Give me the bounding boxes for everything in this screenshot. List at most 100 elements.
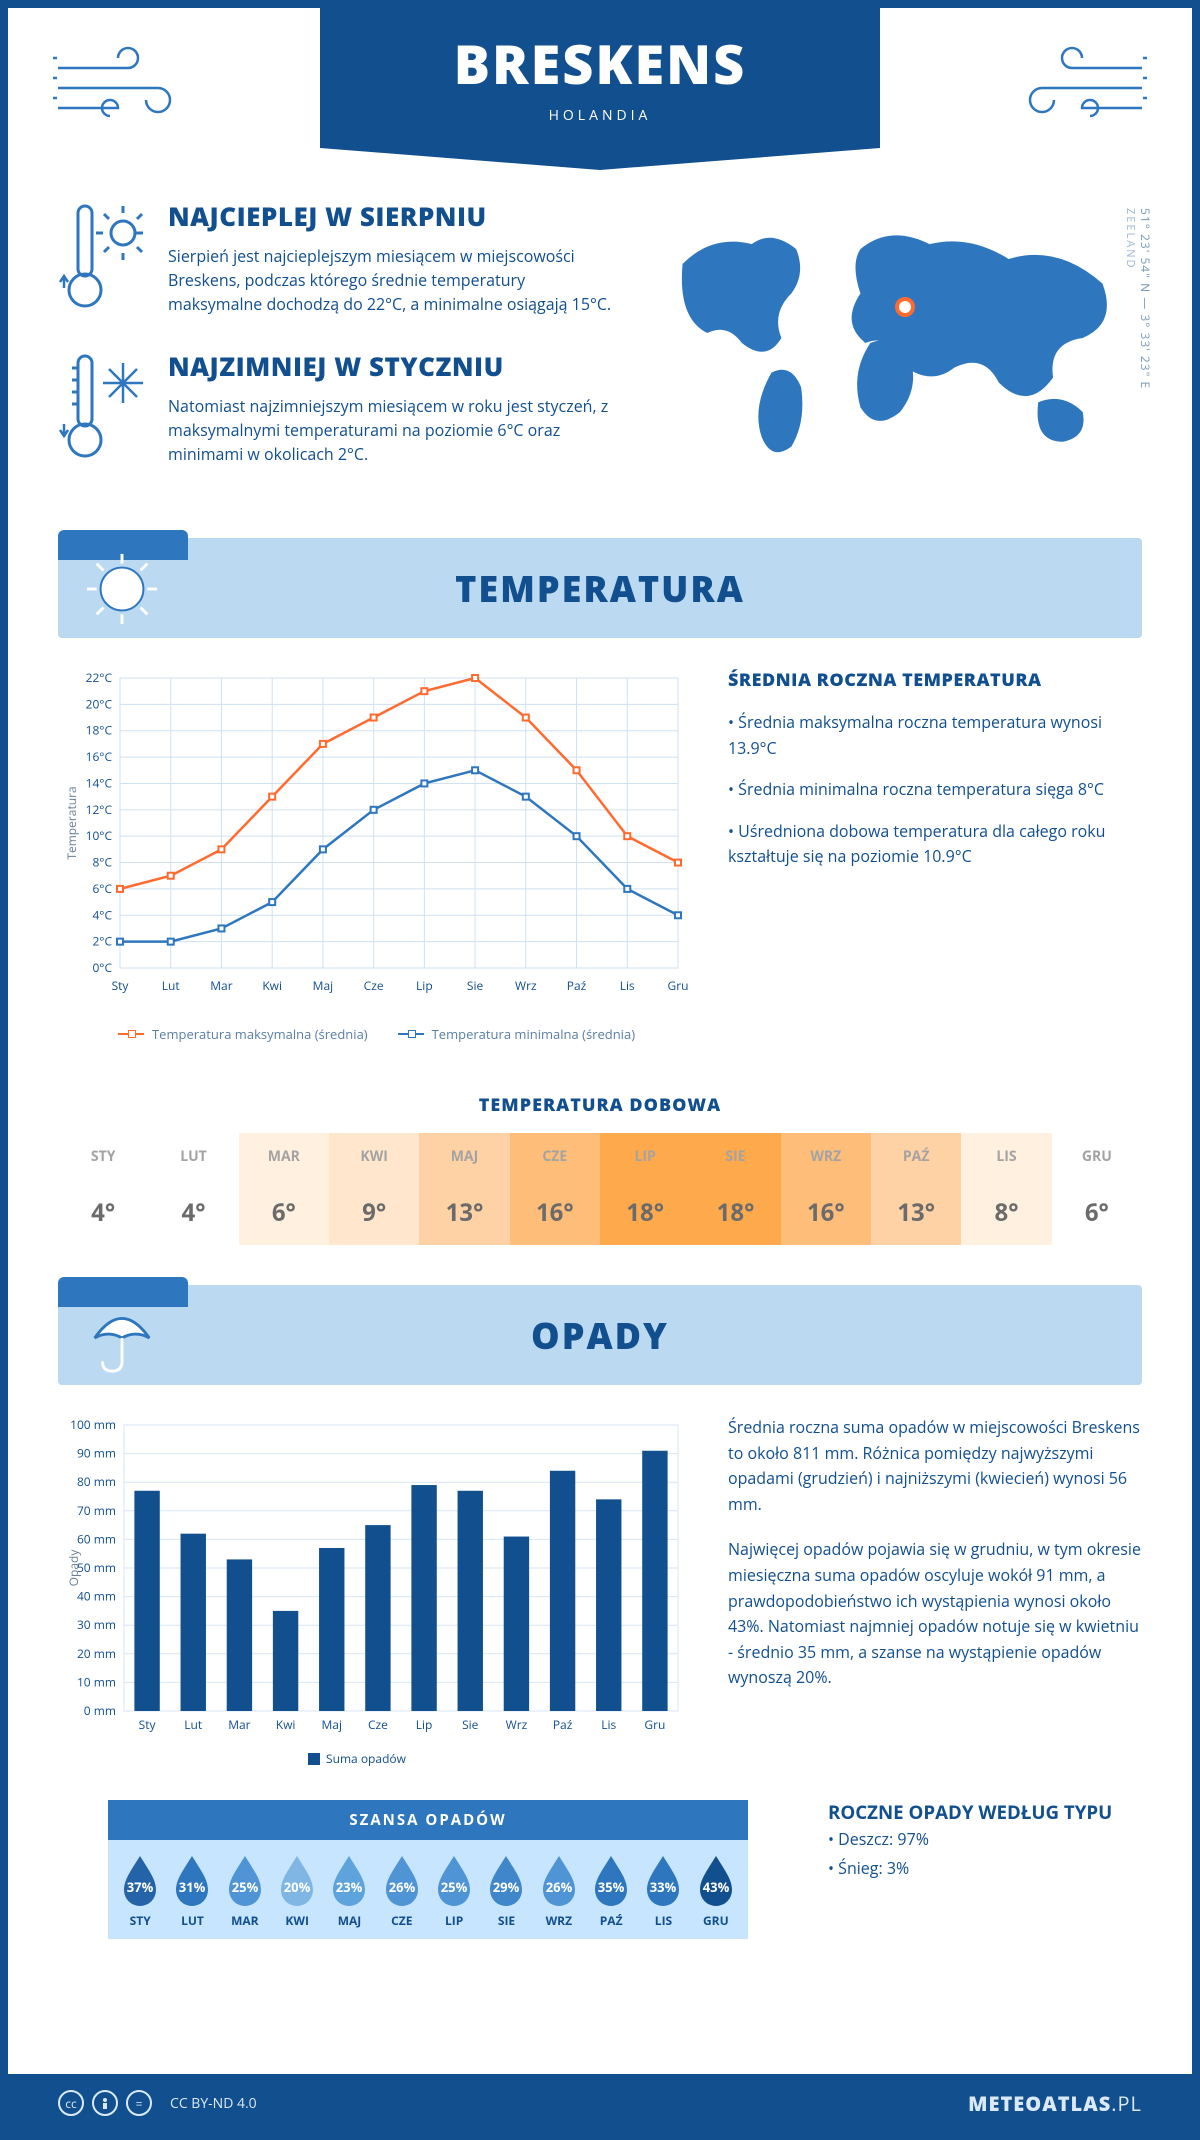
daily-cell: LUT 4° [148, 1133, 238, 1245]
chance-month: WRZ [546, 1912, 572, 1929]
svg-text:4°C: 4°C [92, 906, 112, 923]
chance-drop: 26% CZE [376, 1854, 428, 1929]
daily-month: GRU [1052, 1133, 1142, 1180]
chance-drop: 35% PAŹ [585, 1854, 637, 1929]
daily-value: 6° [239, 1180, 329, 1245]
daily-month: PAŹ [871, 1133, 961, 1180]
daily-month: WRZ [781, 1133, 871, 1180]
by-icon [92, 2090, 118, 2116]
svg-text:Paź: Paź [553, 1716, 573, 1733]
chance-drop: 29% SIE [480, 1854, 532, 1929]
svg-text:Maj: Maj [313, 977, 334, 994]
svg-text:10°C: 10°C [86, 827, 113, 844]
chance-drop: 37% STY [114, 1854, 166, 1929]
daily-month: STY [58, 1133, 148, 1180]
annual-bullet: • Uśredniona dobowa temperatura dla całe… [728, 819, 1142, 870]
svg-text:16°C: 16°C [86, 748, 113, 765]
svg-text:31%: 31% [179, 1878, 206, 1896]
precip-paragraph: Średnia roczna suma opadów w miejscowośc… [728, 1415, 1142, 1517]
map-marker [895, 297, 915, 317]
daily-month: CZE [510, 1133, 600, 1180]
chance-month: LIS [655, 1912, 672, 1929]
svg-text:Suma opadów: Suma opadów [326, 1750, 407, 1767]
chance-drop: 26% WRZ [533, 1854, 585, 1929]
coldest-block: NAJZIMNIEJ W STYCZNIU Natomiast najzimni… [58, 348, 618, 468]
svg-text:Lis: Lis [601, 1716, 616, 1733]
svg-text:Mar: Mar [210, 977, 232, 994]
temperature-row: 0°C2°C4°C6°C8°C10°C12°C14°C16°C18°C20°C2… [8, 668, 1192, 1073]
intro-text-column: NAJCIEPLEJ W SIERPNIU Sierpień jest najc… [58, 198, 618, 498]
chance-month: LUT [181, 1912, 204, 1929]
svg-text:Lut: Lut [162, 977, 180, 994]
svg-text:43%: 43% [703, 1878, 730, 1896]
annual-temperature-text: ŚREDNIA ROCZNA TEMPERATURA • Średnia mak… [728, 668, 1142, 1043]
site-tld: .PL [1111, 2090, 1142, 2117]
daily-month: LUT [148, 1133, 238, 1180]
svg-text:25%: 25% [441, 1878, 468, 1896]
svg-text:Lip: Lip [416, 977, 433, 994]
chance-drop: 20% KWI [271, 1854, 323, 1929]
type-bullet: • Deszcz: 97% [828, 1825, 1142, 1854]
type-bullet: • Śnieg: 3% [828, 1854, 1142, 1883]
daily-temp-title: TEMPERATURA DOBOWA [8, 1093, 1192, 1117]
svg-text:26%: 26% [546, 1878, 573, 1896]
daily-value: 6° [1052, 1180, 1142, 1245]
daily-value: 4° [148, 1180, 238, 1245]
daily-cell: CZE 16° [510, 1133, 600, 1245]
temperature-section-header: TEMPERATURA [58, 538, 1142, 638]
svg-text:Maj: Maj [322, 1716, 343, 1733]
legend-max-label: Temperatura maksymalna (średnia) [152, 1025, 368, 1043]
daily-value: 18° [600, 1180, 690, 1245]
svg-text:Cze: Cze [368, 1716, 388, 1733]
svg-text:14°C: 14°C [86, 774, 113, 791]
daily-cell: STY 4° [58, 1133, 148, 1245]
daily-cell: MAJ 13° [419, 1133, 509, 1245]
chance-drop: 25% LIP [428, 1854, 480, 1929]
svg-text:Sty: Sty [139, 1716, 157, 1733]
chance-month: LIP [445, 1912, 463, 1929]
svg-text:Lis: Lis [620, 977, 635, 994]
daily-cell: PAŹ 13° [871, 1133, 961, 1245]
svg-text:12°C: 12°C [86, 801, 113, 818]
wind-icon [1002, 38, 1152, 128]
daily-value: 13° [871, 1180, 961, 1245]
legend-max: Temperatura maksymalna (średnia) [118, 1025, 368, 1043]
wind-icon [48, 38, 198, 128]
svg-text:Sty: Sty [112, 977, 130, 994]
site-brand: METEOATLAS.PL [968, 2090, 1142, 2117]
coldest-title: NAJZIMNIEJ W STYCZNIU [168, 348, 618, 384]
chance-drop: 43% GRU [690, 1854, 742, 1929]
chance-month: SIE [498, 1912, 515, 1929]
legend-min-label: Temperatura minimalna (średnia) [432, 1025, 635, 1043]
svg-text:50 mm: 50 mm [77, 1559, 116, 1576]
chance-month: KWI [285, 1912, 309, 1929]
svg-text:Temperatura: Temperatura [63, 786, 80, 859]
chance-title: SZANSA OPADÓW [108, 1800, 748, 1840]
chance-month: GRU [703, 1912, 729, 1929]
svg-text:Opady: Opady [65, 1549, 82, 1587]
svg-text:Lip: Lip [416, 1716, 433, 1733]
svg-text:Gru: Gru [644, 1716, 665, 1733]
chance-month: CZE [391, 1912, 412, 1929]
svg-text:40 mm: 40 mm [77, 1588, 116, 1605]
daily-month: LIP [600, 1133, 690, 1180]
svg-text:29%: 29% [493, 1878, 520, 1896]
daily-value: 18° [690, 1180, 780, 1245]
svg-text:26%: 26% [389, 1878, 416, 1896]
site-name: METEOATLAS [968, 2090, 1111, 2117]
daily-cell: SIE 18° [690, 1133, 780, 1245]
thermometer-cold-icon [58, 348, 148, 468]
svg-text:80 mm: 80 mm [77, 1473, 116, 1490]
daily-temperature-table: STY 4° LUT 4° MAR 6° KWI 9° MAJ 13° CZE … [58, 1133, 1142, 1245]
cc-icon: cc [58, 2090, 84, 2116]
svg-text:Wrz: Wrz [515, 977, 537, 994]
svg-text:Sie: Sie [462, 1716, 479, 1733]
daily-cell: GRU 6° [1052, 1133, 1142, 1245]
nd-icon: = [126, 2090, 152, 2116]
title-banner: BRESKENS HOLANDIA [320, 8, 880, 148]
chance-drop: 31% LUT [166, 1854, 218, 1929]
country-name: HOLANDIA [320, 106, 880, 125]
precipitation-chart: 0 mm10 mm20 mm30 mm40 mm50 mm60 mm70 mm8… [58, 1415, 698, 1780]
precipitation-text: Średnia roczna suma opadów w miejscowośc… [728, 1415, 1142, 1780]
svg-text:90 mm: 90 mm [77, 1445, 116, 1462]
